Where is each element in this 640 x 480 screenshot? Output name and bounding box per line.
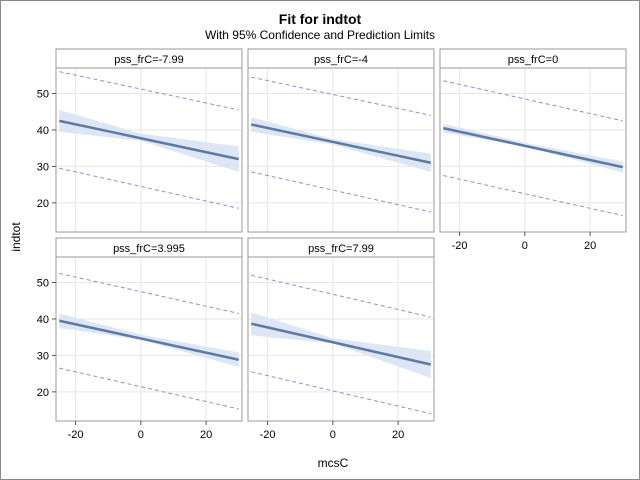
panel-strip-label: pss_frC=7.99 — [308, 243, 374, 255]
panels-layer: pss_frC=-7.99 20 30 40 50 pss_frC=-4 pss_frC=0… — [37, 48, 627, 441]
y-tick-label: 30 — [37, 161, 49, 173]
prediction-lower-line — [59, 367, 239, 410]
prediction-lower-line — [251, 171, 431, 213]
chart-subtitle: With 95% Confidence and Prediction Limit… — [205, 28, 435, 42]
plot-area — [440, 68, 626, 232]
y-tick-label: 50 — [37, 278, 49, 290]
prediction-upper-line — [443, 80, 623, 122]
plot-frame — [439, 67, 627, 233]
x-tick-label: 20 — [392, 429, 404, 441]
fit-line — [58, 319, 240, 361]
panel: pss_frC=3.995 20 30 40 50 -20 0 20 — [37, 237, 243, 441]
x-tick-label: -20 — [452, 240, 468, 252]
x-tick-label: -20 — [260, 429, 276, 441]
panel: pss_frC=0 -20 0 20 — [439, 48, 627, 252]
y-tick-label: 50 — [37, 89, 49, 101]
y-tick-label: 40 — [37, 125, 49, 137]
prediction-lower-line — [443, 175, 623, 217]
fit-line — [250, 322, 432, 366]
x-tick-label: 0 — [522, 240, 528, 252]
y-tick-label: 30 — [37, 350, 49, 362]
y-tick-label: 20 — [37, 198, 49, 210]
x-tick-label: -20 — [68, 429, 84, 441]
y-axis-label: indtot — [9, 222, 23, 252]
plot-frame — [247, 67, 435, 233]
prediction-lower-line — [251, 371, 431, 415]
prediction-upper-line — [59, 272, 239, 314]
x-tick-label: 20 — [200, 429, 212, 441]
plot-frame — [55, 256, 243, 422]
plot-area — [248, 257, 434, 421]
x-tick-label: 0 — [330, 429, 336, 441]
panel-strip-label: pss_frC=-7.99 — [114, 54, 183, 66]
x-tick-label: 20 — [584, 240, 596, 252]
fit-line — [442, 126, 624, 169]
fit-line — [59, 119, 239, 161]
panel: pss_frC=-4 — [247, 48, 435, 233]
panel-strip-label: pss_frC=3.995 — [113, 243, 185, 255]
fit-line — [251, 123, 431, 164]
prediction-upper-line — [59, 71, 239, 111]
panel-strip-label: pss_frC=0 — [508, 54, 558, 66]
x-axis-label: mcsC — [318, 456, 349, 470]
panel: pss_frC=-7.99 20 30 40 50 — [37, 48, 243, 233]
panel-strip-label: pss_frC=-4 — [314, 54, 368, 66]
x-tick-label: 0 — [138, 429, 144, 441]
prediction-lower-line — [59, 167, 239, 209]
chart-title: Fit for indtot — [279, 11, 362, 27]
plot-frame — [55, 67, 243, 233]
panel: pss_frC=7.99 -20 0 20 — [247, 237, 435, 441]
prediction-upper-line — [251, 76, 431, 116]
plot-frame — [247, 256, 435, 422]
y-tick-label: 40 — [37, 314, 49, 326]
y-tick-label: 20 — [37, 387, 49, 399]
prediction-upper-line — [251, 274, 431, 318]
